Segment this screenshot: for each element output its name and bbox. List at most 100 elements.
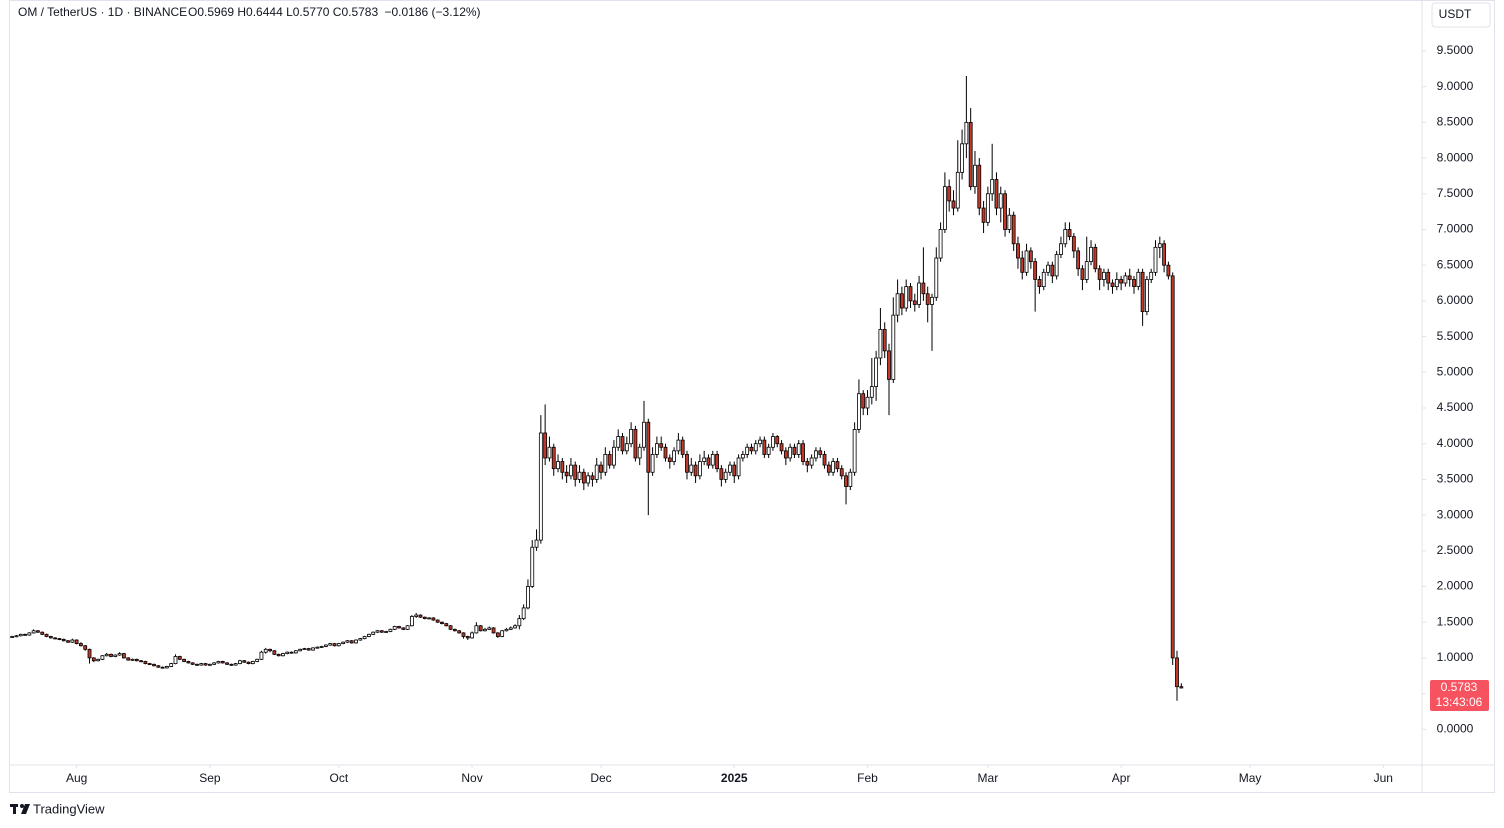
price-tag-countdown: 13:43:06	[1436, 695, 1483, 709]
watermark: TradingView	[10, 801, 105, 816]
candle-body	[538, 432, 543, 541]
ohlc-values: O0.5969 H0.6444 L0.5770 C0.5783	[188, 5, 378, 19]
candle-body	[392, 626, 397, 630]
candle-body	[783, 450, 788, 459]
candle-body	[470, 632, 474, 639]
candle-body	[409, 616, 414, 627]
candle-body	[315, 646, 320, 649]
currency-label[interactable]: USDT	[1439, 7, 1472, 21]
candle-body	[1162, 243, 1167, 266]
candle-body	[1076, 250, 1081, 270]
candle-body	[397, 626, 401, 629]
candle-body	[874, 357, 879, 387]
candle-body	[706, 457, 711, 466]
candle-body	[491, 627, 496, 634]
candle-body	[461, 632, 466, 637]
candle-body	[18, 633, 23, 637]
candle-body	[801, 443, 805, 462]
y-tick-label: 9.5000	[1437, 43, 1474, 57]
watermark-text: TradingView	[33, 801, 105, 816]
candle-body	[805, 461, 810, 466]
candle-body	[1119, 279, 1124, 284]
x-tick-label: Mar	[978, 771, 999, 785]
candle-body	[48, 636, 53, 639]
candle-body	[942, 186, 947, 230]
candle-body	[818, 450, 823, 455]
candle-body	[139, 660, 144, 663]
candle-body	[1071, 236, 1076, 252]
candle-body	[388, 628, 393, 632]
candle-body	[1028, 250, 1033, 263]
candle-body	[160, 666, 165, 669]
candle-body	[1166, 264, 1171, 277]
y-tick-label: 8.0000	[1437, 150, 1474, 164]
candle-body	[362, 636, 367, 640]
candle-body	[1003, 193, 1007, 230]
candle-body	[693, 464, 698, 477]
candle-body	[1011, 214, 1016, 245]
candle-body	[895, 293, 900, 316]
candle-body	[534, 539, 539, 548]
candle-body	[250, 661, 255, 665]
candle-body	[401, 627, 406, 630]
plot-area	[10, 75, 1184, 701]
candle-body	[203, 663, 208, 666]
candle-body	[504, 628, 509, 632]
logo-mark	[21, 804, 30, 814]
candle-body	[685, 454, 689, 473]
candle-body	[672, 450, 676, 462]
candle-body	[354, 639, 358, 644]
x-tick-label: Aug	[66, 771, 87, 785]
candle-body	[530, 546, 535, 587]
candle-body	[728, 464, 732, 473]
candle-body	[182, 658, 186, 662]
candle-body	[663, 446, 668, 459]
candle-body	[122, 653, 126, 659]
candle-body	[1110, 282, 1115, 288]
candle-body	[14, 635, 19, 638]
candle-body	[964, 121, 969, 145]
candle-body	[117, 653, 122, 656]
y-tick-label: 7.0000	[1437, 222, 1474, 236]
candle-body	[792, 446, 797, 455]
candle-body	[1037, 279, 1042, 288]
candle-body	[680, 439, 685, 455]
candle-body	[36, 630, 40, 633]
candle-body	[1106, 271, 1111, 284]
candle-body	[977, 164, 982, 209]
candle-body	[57, 638, 62, 641]
candle-body	[547, 446, 552, 459]
candle-body	[379, 630, 384, 633]
candle-body	[955, 171, 960, 209]
candle-body	[960, 143, 964, 173]
y-tick-label: 3.0000	[1437, 507, 1474, 521]
candle-body	[814, 450, 818, 459]
candle-body	[10, 636, 15, 638]
candle-body	[633, 429, 638, 459]
candle-body	[1170, 275, 1175, 659]
x-tick-label: Nov	[461, 771, 482, 785]
candle-body	[1054, 254, 1059, 277]
candle-body	[513, 625, 517, 629]
candle-body	[650, 454, 655, 473]
candle-body	[418, 614, 423, 618]
candle-body	[1157, 243, 1162, 248]
candle-body	[242, 660, 247, 663]
candle-body	[1024, 250, 1029, 273]
candle-body	[173, 656, 178, 665]
candle-body	[1102, 271, 1106, 280]
candle-body	[40, 631, 45, 635]
candle-body	[130, 658, 135, 661]
candle-body	[440, 621, 444, 625]
candle-body	[603, 454, 608, 473]
candle-body	[147, 663, 152, 666]
candle-body	[1033, 261, 1038, 280]
candle-body	[1175, 657, 1179, 688]
candle-body	[431, 617, 436, 621]
candle-body	[113, 654, 118, 657]
candle-body	[285, 651, 290, 655]
candle-body	[371, 631, 376, 635]
candle-body	[126, 657, 131, 661]
currency-button[interactable]	[1431, 2, 1491, 28]
candle-body	[1132, 279, 1136, 288]
